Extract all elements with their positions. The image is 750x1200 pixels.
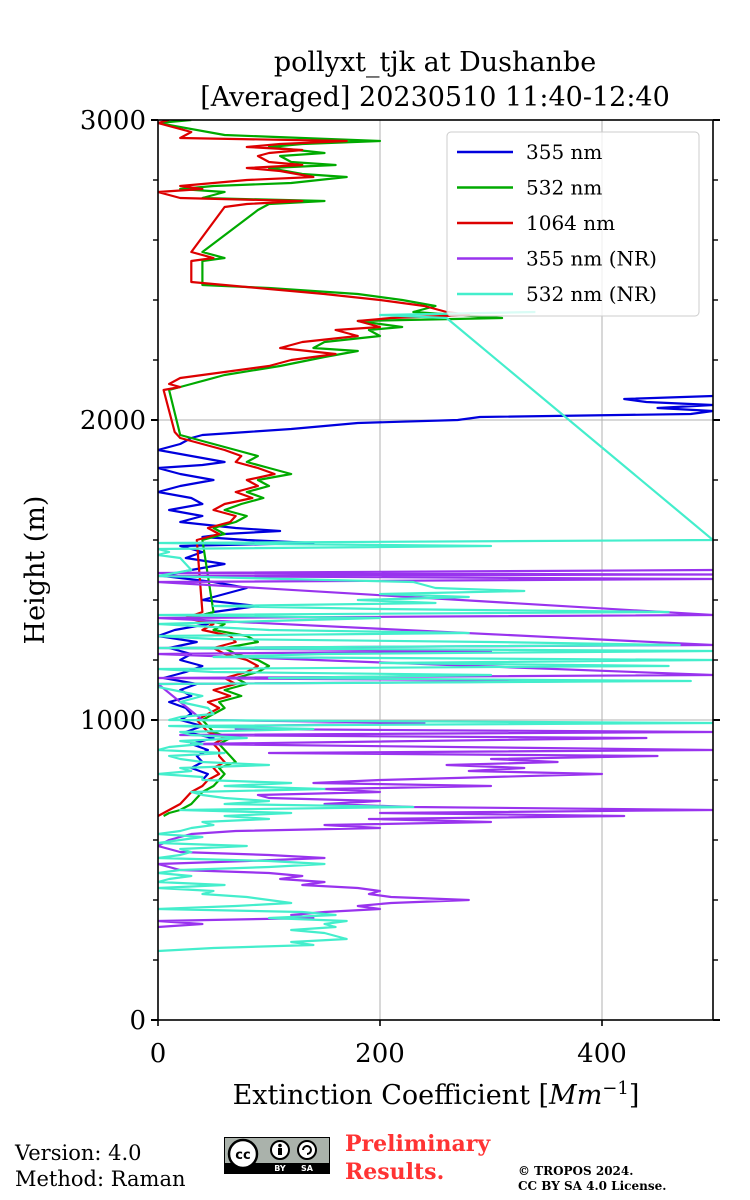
svg-text:SA: SA	[301, 1164, 314, 1173]
chart-title-line2: [Averaged] 20230510 11:40-12:40	[200, 82, 670, 113]
y-tick-label: 0	[129, 1006, 146, 1036]
preliminary-line2: Results.	[345, 1159, 445, 1185]
chart-title-line1: pollyxt_tjk at Dushanbe	[274, 47, 596, 78]
svg-text:cc: cc	[235, 1148, 250, 1163]
cc-by-sa-license-logo: cc BY SA	[224, 1137, 330, 1174]
y-tick-label: 1000	[80, 706, 146, 736]
legend-label: 355 nm (NR)	[526, 247, 657, 271]
copyright-text: © TROPOS 2024. CC BY SA 4.0 License.	[518, 1164, 666, 1194]
x-tick-label: 200	[355, 1039, 405, 1069]
x-axis-label: Extinction Coefficient [Mm−1]	[233, 1078, 640, 1111]
series-line-355-nm-nr-	[158, 568, 713, 929]
legend-label: 1064 nm	[526, 211, 615, 235]
copyright-line1: © TROPOS 2024.	[518, 1164, 634, 1178]
preliminary-line1: Preliminary	[345, 1131, 491, 1157]
series-lines	[158, 120, 713, 953]
y-tick-label: 2000	[80, 406, 146, 436]
copyright-line2: CC BY SA 4.0 License.	[518, 1179, 667, 1193]
axis-ticks: 0 200 400 0 1000 2000 3000	[80, 106, 720, 1069]
y-tick-label: 3000	[80, 106, 146, 136]
x-tick-label: 400	[577, 1039, 627, 1069]
series-line-532-nm-nr-	[158, 310, 713, 953]
method-text: Method: Raman	[15, 1167, 186, 1191]
series-line-1064-nm	[158, 120, 470, 817]
legend-label: 355 nm	[526, 140, 602, 164]
preliminary-results-text: Preliminary Results.	[345, 1130, 490, 1186]
plot-frame	[157, 119, 714, 1021]
legend-label: 532 nm (NR)	[526, 282, 657, 306]
x-tick-label: 0	[150, 1039, 167, 1069]
legend: 355 nm 532 nm 1064 nm 355 nm (NR) 532 nm (NR…	[446, 131, 700, 317]
y-axis-label: Height (m)	[20, 496, 51, 645]
svg-text:BY: BY	[274, 1164, 286, 1173]
legend-label: 532 nm	[526, 176, 602, 200]
version-text: Version: 4.0	[15, 1141, 142, 1165]
legend-box	[446, 131, 700, 317]
series-line-355-nm	[158, 394, 713, 781]
